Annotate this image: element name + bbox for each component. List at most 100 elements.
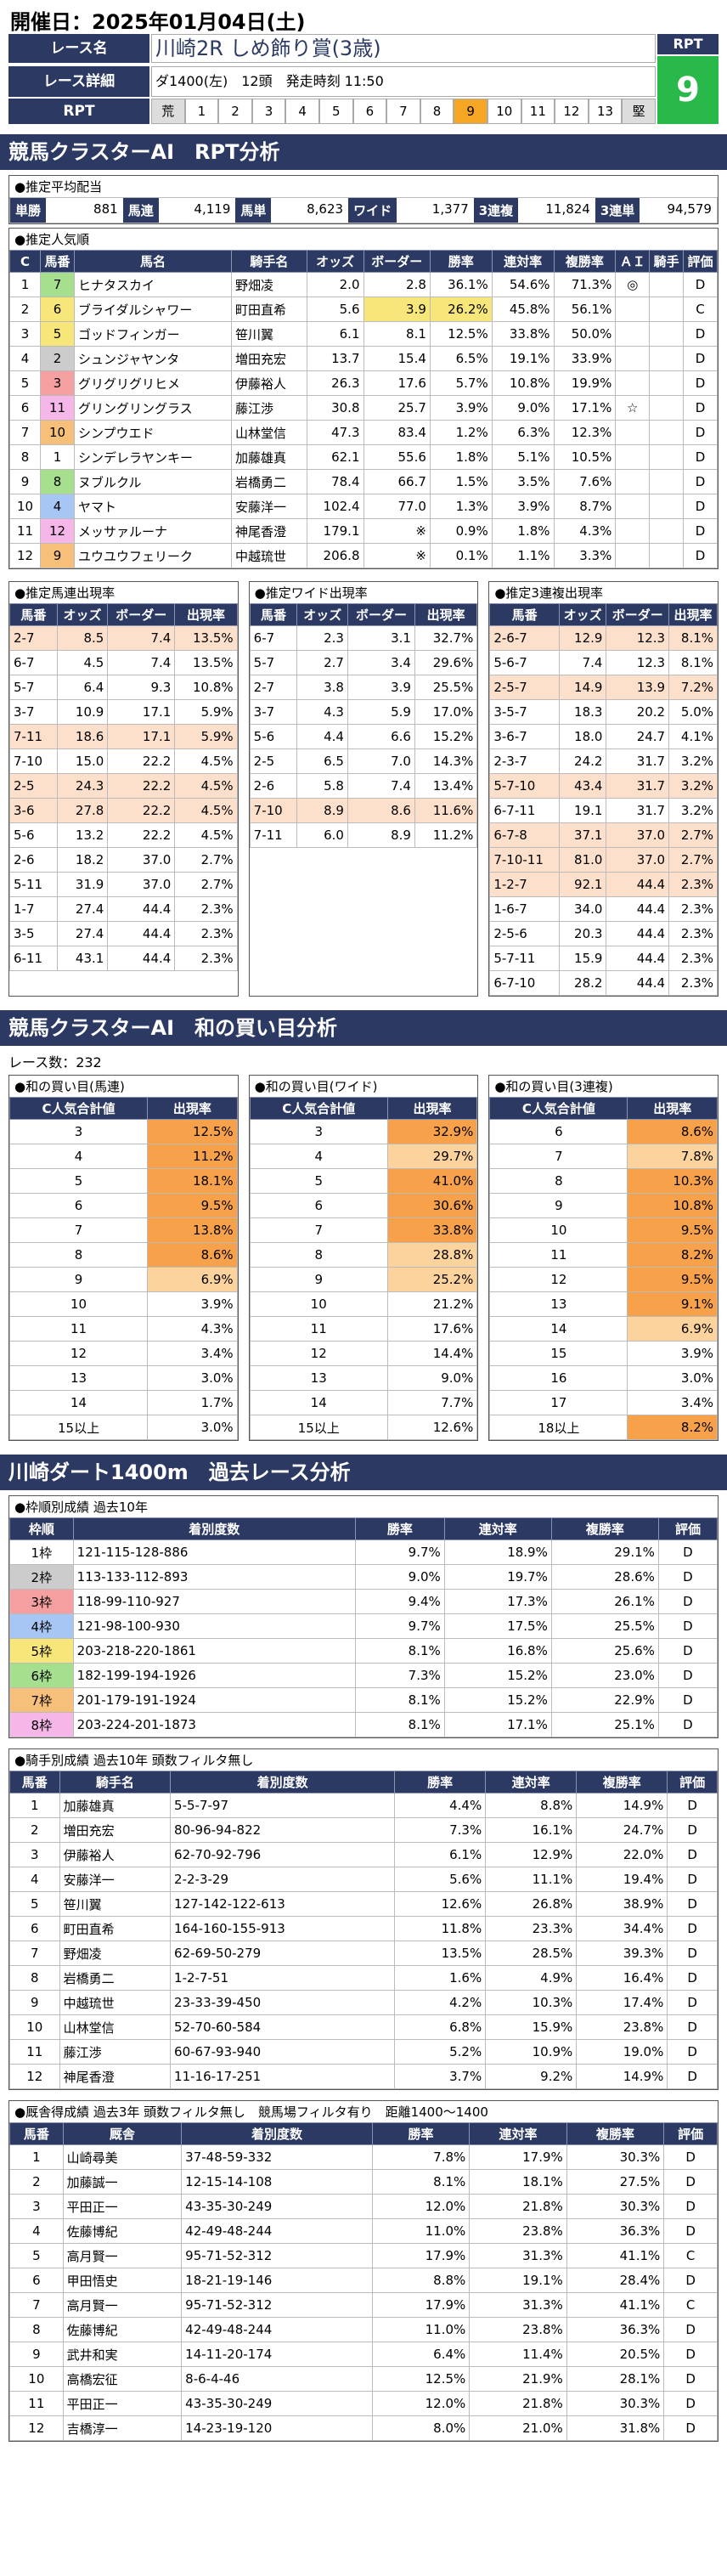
table-cell: 11.2% <box>147 1144 238 1169</box>
table-cell: 30.3% <box>566 2194 665 2219</box>
table-cell: 26.3 <box>306 370 364 396</box>
table-cell: 11.0% <box>371 2218 471 2244</box>
table-cell: 38.9% <box>576 1891 668 1917</box>
table-cell: 39.3% <box>576 1940 668 1966</box>
table-cell: 3.9% <box>627 1341 719 1366</box>
table-cell: 22.2 <box>107 798 176 823</box>
table-cell: 14.9% <box>576 2064 668 2089</box>
table-cell: 4.5% <box>174 822 238 848</box>
table-row: 2-7 3.8 3.9 25.5% <box>249 675 478 700</box>
table-cell: 山崎尋美 <box>62 2144 183 2170</box>
table-cell: 9 <box>8 1267 149 1292</box>
table-cell: 8.2% <box>627 1242 719 1268</box>
table-cell: 8 <box>9 2317 64 2342</box>
sum-wide-box: ●和の買い目(ワイド) C人気合計値 出現率 3 32.9% 4 29.7% 5 41.0% 6 3… <box>248 1075 479 1441</box>
table-cell <box>615 518 651 544</box>
table-cell <box>615 420 651 445</box>
table-cell: 5.6 <box>306 297 364 322</box>
table-cell: 11 <box>9 2391 64 2416</box>
table-row: 4枠 121-98-100-930 9.7% 17.5% 25.5% D <box>9 1613 719 1639</box>
table-cell: D <box>663 2268 718 2293</box>
popularity-table: C 馬番 馬名 騎手名 オッズ ボーダー 勝率 連対率 複勝率 ＡＩ 騎手 評価 1 7 ヒナタスカイ 野畑凌… <box>8 250 718 568</box>
table-row: 3 5 ゴッドフィンガー 笹川翼 6.1 8.1 12.5% 33.8% 50.0% D <box>8 321 718 347</box>
table-cell: 5.9 <box>347 699 415 725</box>
sum-trio-box: ●和の買い目(3連複) C人気合計値 出現率 6 8.6% 7 7.8% 8 10.3% 9 10.… <box>488 1075 719 1441</box>
table-cell: 1 <box>8 272 42 297</box>
table-row: 1-2-7 92.1 44.4 2.3% <box>489 872 719 897</box>
column-header: 馬番 <box>489 603 560 626</box>
table-cell: 32.7% <box>414 625 478 651</box>
table-cell: 11 <box>8 1316 149 1342</box>
table-cell: 2 <box>8 297 42 322</box>
table-cell <box>649 395 685 421</box>
table-cell <box>615 543 651 568</box>
table-cell: 5-7 <box>249 650 298 675</box>
table-cell: 121-98-100-930 <box>72 1613 356 1639</box>
table-cell: 2.3% <box>668 921 719 946</box>
table-cell: 8.5 <box>56 625 109 651</box>
table-cell: D <box>683 420 718 445</box>
table-cell: 28.1% <box>566 2366 665 2392</box>
table-cell: 52-70-60-584 <box>170 2014 396 2040</box>
table-row: 7枠 201-179-191-1924 8.1% 15.2% 22.9% D <box>9 1687 719 1713</box>
table-cell: 25.6% <box>550 1638 659 1664</box>
column-header: 出現率 <box>414 603 478 626</box>
table-cell: 武井和実 <box>62 2342 183 2367</box>
table-cell: 3-7 <box>249 699 298 725</box>
table-cell: 17.1 <box>107 724 176 749</box>
column-header: 馬番 <box>40 250 75 273</box>
table-cell: C <box>663 2243 718 2268</box>
table-row: 8 28.8% <box>249 1242 478 1268</box>
table-cell: D <box>657 1564 719 1590</box>
column-header: ボーダー <box>606 603 670 626</box>
table-row: 6-7-11 19.1 31.7 3.2% <box>489 798 719 823</box>
table-cell: D <box>657 1638 719 1664</box>
table-row: 1 山崎尋美 37-48-59-332 7.8% 17.9% 30.3% D <box>9 2144 718 2170</box>
race-detail: ダ1400(左) 12頭 発走時刻 11:50 <box>151 66 656 97</box>
table-row: 7-10 8.9 8.6 11.6% <box>249 798 478 823</box>
table-cell: 神尾香澄 <box>231 518 307 544</box>
table-cell: 13 <box>249 1365 388 1391</box>
table-cell: 83.4 <box>363 420 431 445</box>
table-row: 8 8.6% <box>8 1242 238 1268</box>
table-cell: 113-133-112-893 <box>72 1564 356 1590</box>
table-cell: 5.8 <box>296 773 348 799</box>
table-cell: 17.6 <box>363 370 431 396</box>
table-cell: 4.3% <box>553 518 617 544</box>
table-row: 10 3.9% <box>8 1291 238 1317</box>
table-cell: 19.7% <box>443 1564 552 1590</box>
table-cell: D <box>667 1990 718 2015</box>
table-cell: 15.2% <box>414 724 478 749</box>
table-cell: 1枠 <box>9 1539 74 1565</box>
table-cell: 81.0 <box>558 847 607 873</box>
table-cell: 6 <box>8 395 42 421</box>
table-cell: 5 <box>8 1168 149 1194</box>
table-cell: 平田正一 <box>62 2391 183 2416</box>
table-cell <box>615 444 651 470</box>
rpt-box-label: RPT <box>657 34 719 54</box>
table-header-row: 馬番 オッズ ボーダー 出現率 <box>9 603 238 626</box>
table-cell <box>649 469 685 494</box>
table-cell: 7 <box>9 1940 60 1966</box>
table-cell: 山林堂信 <box>59 2014 172 2040</box>
table-cell: 5-5-7-97 <box>170 1793 396 1818</box>
table-cell: シュンジャヤンタ <box>73 346 233 371</box>
column-header: 複勝率 <box>576 1771 668 1794</box>
column-header: オッズ <box>306 250 364 273</box>
rpt-scale-cell: 10 <box>487 99 521 124</box>
table-cell: 6-11 <box>9 946 58 971</box>
table-cell: 5.9% <box>174 699 238 725</box>
table-cell: 9 <box>40 543 75 568</box>
rpt-scale-cell: 13 <box>588 99 623 124</box>
table-cell: 23-33-39-450 <box>170 1990 396 2015</box>
table-cell: 14 <box>8 1390 149 1415</box>
table-cell: 2-3-7 <box>489 749 560 774</box>
table-cell: 町田直希 <box>59 1916 172 1941</box>
table-cell: 1.2% <box>429 420 493 445</box>
table-cell: 78.4 <box>306 469 364 494</box>
table-cell: 36.3% <box>566 2218 665 2244</box>
table-cell: 藤江渉 <box>59 2039 172 2065</box>
table-cell: 42-49-48-244 <box>181 2218 373 2244</box>
table-cell <box>615 469 651 494</box>
table-cell: 7-10-11 <box>489 847 560 873</box>
